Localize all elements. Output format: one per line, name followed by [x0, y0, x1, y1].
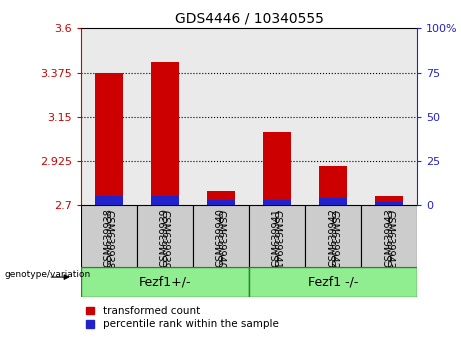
Bar	[81, 267, 249, 297]
Bar	[137, 205, 193, 267]
Bar	[249, 205, 305, 267]
Bar	[151, 196, 179, 205]
Text: Fezf1+/-: Fezf1+/-	[139, 276, 191, 289]
Bar	[193, 28, 249, 205]
Text: GSM639938: GSM639938	[104, 209, 114, 267]
Bar	[207, 190, 235, 205]
Legend: transformed count, percentile rank within the sample: transformed count, percentile rank withi…	[86, 306, 278, 329]
Title: GDS4446 / 10340555: GDS4446 / 10340555	[175, 12, 323, 26]
Text: GSM639940: GSM639940	[216, 209, 226, 267]
Bar	[81, 28, 137, 205]
Text: GSM639940: GSM639940	[216, 210, 226, 269]
Text: GSM639943: GSM639943	[384, 210, 394, 269]
Bar	[249, 28, 305, 205]
Bar	[375, 196, 403, 205]
Bar	[319, 198, 347, 205]
Bar	[95, 73, 123, 205]
Bar	[375, 202, 403, 205]
Bar	[361, 205, 417, 267]
Bar	[193, 205, 249, 267]
Text: GSM639938: GSM639938	[104, 210, 114, 269]
Bar	[305, 205, 361, 267]
Text: GSM639943: GSM639943	[384, 209, 394, 267]
Bar	[249, 267, 417, 297]
Bar	[263, 132, 291, 205]
Text: GSM639941: GSM639941	[272, 209, 282, 267]
Text: GSM639942: GSM639942	[328, 209, 338, 267]
Text: Fezf1 -/-: Fezf1 -/-	[308, 276, 358, 289]
Bar	[151, 62, 179, 205]
Bar	[263, 200, 291, 205]
Bar	[81, 205, 137, 267]
Text: GSM639939: GSM639939	[160, 210, 170, 269]
Bar	[361, 28, 417, 205]
Bar	[319, 166, 347, 205]
Bar	[207, 200, 235, 205]
Text: genotype/variation: genotype/variation	[4, 270, 90, 279]
Text: GSM639942: GSM639942	[328, 210, 338, 269]
Bar	[305, 28, 361, 205]
Bar	[95, 196, 123, 205]
Bar	[137, 28, 193, 205]
Text: GSM639939: GSM639939	[160, 209, 170, 267]
Text: GSM639941: GSM639941	[272, 210, 282, 269]
